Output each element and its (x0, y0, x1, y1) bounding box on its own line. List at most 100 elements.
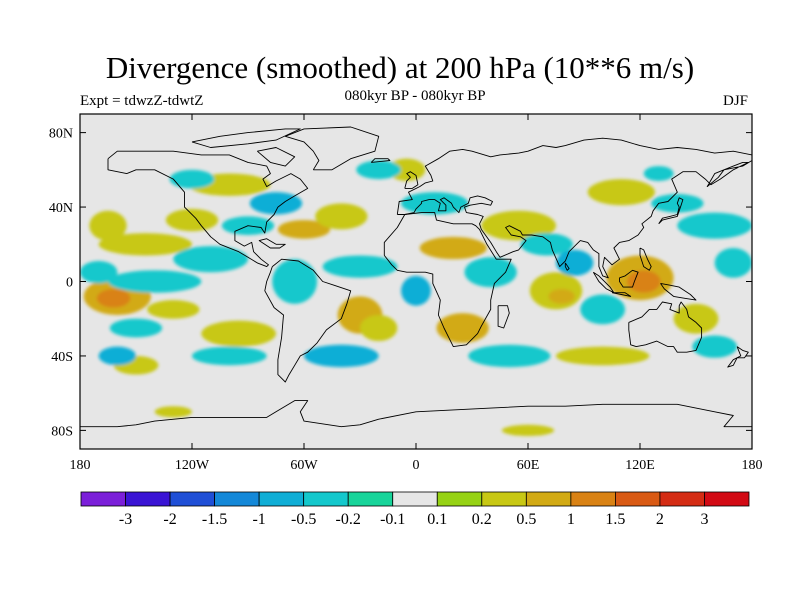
coastline (383, 212, 512, 348)
field-patch (322, 255, 398, 278)
field-patch (714, 248, 752, 278)
colorbar-label: 2 (656, 511, 664, 528)
coastline (80, 400, 752, 428)
colorbar-swatch (570, 491, 616, 507)
coastline (107, 150, 309, 268)
colorbar-label: -1.5 (202, 511, 227, 528)
colorbar-swatch (169, 491, 215, 507)
colorbar-swatch (481, 491, 527, 507)
colorbar-swatch (615, 491, 661, 507)
x-tick-label: 120W (175, 458, 210, 473)
field-patch (419, 236, 487, 260)
colorbar-label: 1.5 (605, 511, 625, 528)
colorbar-label: -0.2 (336, 511, 361, 528)
coastline (257, 147, 296, 167)
field-patch (464, 257, 517, 288)
field-patch (673, 303, 719, 334)
colorbar-label: 1 (567, 511, 575, 528)
field-patch (520, 233, 573, 256)
colorbar: -3 -2 -1.5 -1 -0.5 -0.2 -0.1 0.1 0.2 0.5 1 1.5 2 3 (80, 491, 750, 528)
colorbar-label: -3 (119, 511, 132, 528)
field-patch (169, 169, 215, 189)
field-patch (277, 220, 331, 239)
colorbar-label: 3 (700, 511, 708, 528)
coastline (564, 262, 570, 271)
coastline (191, 128, 301, 148)
colorbar-swatch (303, 491, 349, 507)
field-patch (272, 259, 318, 304)
field-patch (201, 320, 276, 347)
colorbar-swatch (659, 491, 705, 507)
field-patch (401, 275, 431, 306)
coastline (284, 126, 380, 171)
coastlines (80, 126, 752, 428)
field-patch (643, 166, 674, 181)
y-tick-label: 40N (49, 201, 73, 216)
field-patch (692, 335, 738, 358)
axis-ticks: 80N 40N 0 40S 80S 180 120W 60W 0 60E 120E 180 (49, 114, 763, 473)
field-patch (80, 261, 118, 284)
coastline (497, 305, 510, 329)
x-tick-label: 180 (742, 458, 763, 473)
field-patch (98, 346, 136, 366)
x-tick-label: 0 (413, 458, 420, 473)
field-patch (401, 192, 469, 215)
field-patch (587, 179, 655, 206)
coastline (660, 282, 697, 301)
colorbar-label: 0.1 (427, 511, 447, 528)
colorbar-label: -0.5 (291, 511, 316, 528)
coastline (264, 258, 352, 383)
coastline (727, 346, 749, 368)
y-tick-label: 40S (51, 350, 73, 365)
field-patch (315, 203, 368, 230)
field-patch (108, 270, 202, 293)
field-patch (173, 246, 248, 273)
field-patch (580, 294, 626, 325)
coastline (258, 238, 286, 249)
colorbar-label: 0.2 (472, 511, 492, 528)
field-patch (96, 288, 131, 308)
coastline (396, 137, 752, 279)
colorbar-swatch (347, 491, 394, 507)
field-patch (548, 288, 575, 304)
colorbar-swatch (392, 491, 438, 507)
x-tick-label: 60W (290, 458, 318, 473)
field-patch (89, 210, 127, 241)
coastline (628, 301, 703, 353)
coastline (370, 158, 391, 163)
coastline (404, 171, 419, 189)
colorbar-swatch (525, 491, 572, 507)
field-patch (249, 192, 303, 215)
x-tick-label: 180 (70, 458, 91, 473)
field-patch (192, 346, 267, 366)
field-patch (98, 233, 192, 256)
field-patch (626, 270, 661, 293)
colorbar-swatch (214, 491, 260, 507)
field-patch (468, 344, 551, 368)
field-patch (501, 424, 555, 436)
field-patch (556, 346, 650, 366)
field-patch (109, 318, 163, 338)
coastline (658, 197, 684, 225)
colorbar-label: -1 (252, 511, 265, 528)
y-tick-label: 80S (51, 424, 73, 439)
field-patch (356, 160, 402, 180)
field-patch (165, 208, 219, 232)
divergence-field (80, 158, 752, 436)
y-tick-label: 80N (49, 127, 73, 142)
field-patch (304, 344, 379, 368)
x-tick-label: 60E (517, 458, 540, 473)
y-tick-label: 0 (66, 276, 73, 291)
field-patch (360, 315, 398, 342)
colorbar-swatch (125, 491, 171, 507)
season-label: DJF (723, 93, 749, 109)
field-patch (147, 300, 200, 319)
field-patch (677, 212, 752, 239)
chart-title: Divergence (smoothed) at 200 hPa (10**6 … (105, 50, 695, 85)
field-patch (481, 210, 556, 241)
field-patch (556, 249, 594, 276)
period-label: 080kyr BP - 080kyr BP (344, 88, 486, 104)
coastline (619, 269, 639, 288)
coastline (611, 292, 632, 297)
